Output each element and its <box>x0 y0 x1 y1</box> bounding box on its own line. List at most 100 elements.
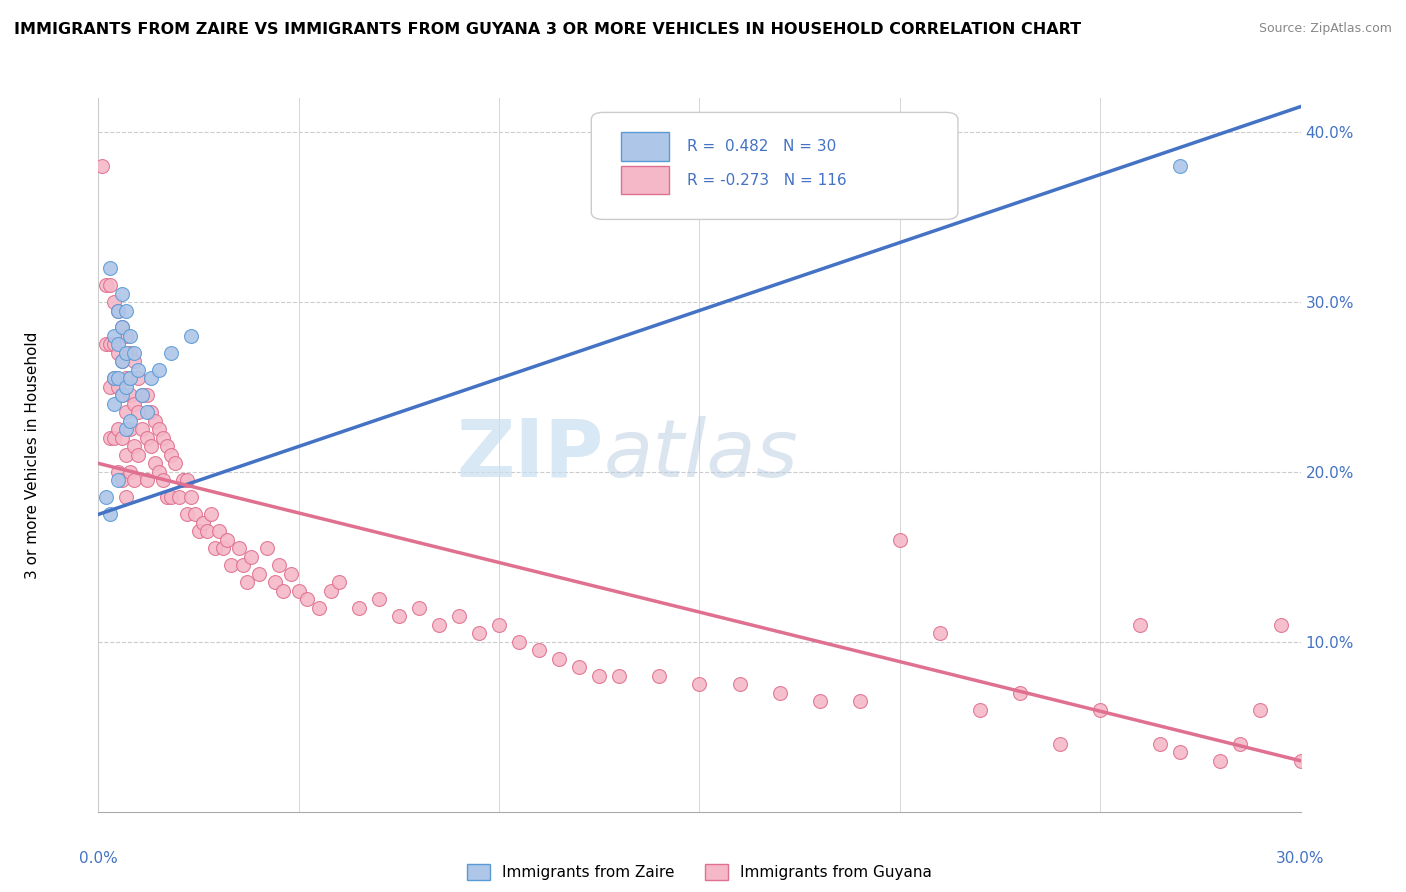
Point <box>115 346 138 360</box>
Point <box>319 583 342 598</box>
Point <box>107 371 129 385</box>
Point <box>232 558 254 573</box>
Point <box>263 575 285 590</box>
Point <box>271 583 294 598</box>
Point <box>191 516 214 530</box>
Point <box>103 329 125 343</box>
Text: R = -0.273   N = 116: R = -0.273 N = 116 <box>688 173 846 187</box>
Point <box>115 491 138 505</box>
Bar <box>621 132 669 161</box>
Point <box>808 694 831 708</box>
Point <box>929 626 952 640</box>
FancyBboxPatch shape <box>592 112 957 219</box>
Point <box>103 295 125 310</box>
Point <box>100 431 122 445</box>
Point <box>111 354 134 368</box>
Point <box>107 303 129 318</box>
Point <box>100 337 122 351</box>
Point <box>239 549 262 564</box>
Point <box>163 457 186 471</box>
Point <box>1229 737 1251 751</box>
Point <box>195 524 218 539</box>
Point <box>107 346 129 360</box>
Point <box>1209 754 1232 768</box>
Point <box>111 354 134 368</box>
Point <box>120 414 142 428</box>
Point <box>447 609 470 624</box>
Point <box>235 575 257 590</box>
Point <box>139 405 162 419</box>
Point <box>128 363 150 377</box>
Point <box>107 303 129 318</box>
Point <box>368 592 391 607</box>
Point <box>124 474 146 488</box>
Point <box>609 669 631 683</box>
Point <box>128 371 150 385</box>
Bar <box>621 166 669 194</box>
Point <box>91 159 114 173</box>
Point <box>96 491 118 505</box>
Point <box>120 371 142 385</box>
Point <box>128 405 150 419</box>
Point <box>115 371 138 385</box>
Point <box>1170 745 1192 759</box>
Point <box>135 474 157 488</box>
Point <box>103 337 125 351</box>
Point <box>131 388 153 402</box>
Point <box>139 371 162 385</box>
Point <box>155 491 177 505</box>
Legend: Immigrants from Zaire, Immigrants from Guyana: Immigrants from Zaire, Immigrants from G… <box>461 858 938 886</box>
Point <box>115 329 138 343</box>
Point <box>1250 703 1272 717</box>
Point <box>167 491 190 505</box>
Point <box>115 405 138 419</box>
Point <box>768 686 790 700</box>
Point <box>128 448 150 462</box>
Point <box>508 635 530 649</box>
Point <box>115 303 138 318</box>
Point <box>115 380 138 394</box>
Point <box>152 431 174 445</box>
Point <box>103 371 125 385</box>
Point <box>111 474 134 488</box>
Point <box>148 422 170 436</box>
Point <box>548 652 571 666</box>
Point <box>328 575 350 590</box>
Point <box>849 694 872 708</box>
Point <box>100 380 122 394</box>
Point <box>219 558 242 573</box>
Point <box>280 566 302 581</box>
Point <box>180 329 202 343</box>
Point <box>648 669 671 683</box>
Point <box>1270 617 1292 632</box>
Point <box>135 388 157 402</box>
Point <box>529 643 551 657</box>
Point <box>347 600 370 615</box>
Point <box>107 465 129 479</box>
Point <box>107 380 129 394</box>
Point <box>103 371 125 385</box>
Point <box>124 397 146 411</box>
Point <box>120 422 142 436</box>
Point <box>228 541 250 556</box>
Point <box>288 583 311 598</box>
Text: R =  0.482   N = 30: R = 0.482 N = 30 <box>688 139 837 154</box>
Text: 30.0%: 30.0% <box>1277 851 1324 866</box>
Point <box>131 388 153 402</box>
Point <box>295 592 318 607</box>
Text: 0.0%: 0.0% <box>79 851 118 866</box>
Point <box>107 422 129 436</box>
Point <box>1149 737 1171 751</box>
Point <box>111 431 134 445</box>
Point <box>183 508 205 522</box>
Text: 3 or more Vehicles in Household: 3 or more Vehicles in Household <box>25 331 39 579</box>
Point <box>103 431 125 445</box>
Point <box>159 448 181 462</box>
Point <box>155 439 177 453</box>
Point <box>111 286 134 301</box>
Point <box>103 397 125 411</box>
Point <box>588 669 610 683</box>
Point <box>969 703 991 717</box>
Point <box>139 439 162 453</box>
Point <box>100 278 122 293</box>
